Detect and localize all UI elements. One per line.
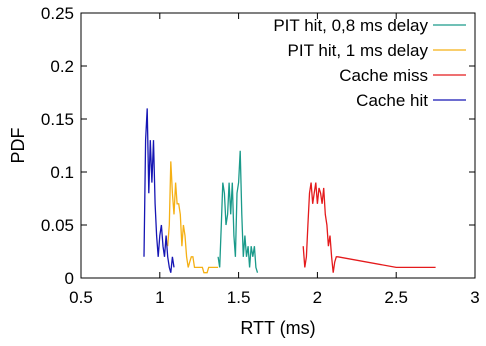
x-tick-label: 0.5 bbox=[69, 288, 93, 307]
series-line-2 bbox=[167, 161, 219, 274]
y-tick-label: 0 bbox=[65, 269, 74, 288]
plot-series-group bbox=[143, 108, 436, 274]
series-line-4 bbox=[143, 108, 175, 273]
legend-label: Cache hit bbox=[356, 91, 428, 110]
x-tick-label: 2 bbox=[313, 288, 322, 307]
y-tick-label: 0.2 bbox=[50, 57, 74, 76]
legend: PIT hit, 0,8 ms delay PIT hit, 1 ms delay… bbox=[273, 16, 466, 110]
x-tick-label: 3 bbox=[470, 288, 479, 307]
x-axis-title: RTT (ms) bbox=[240, 318, 315, 338]
legend-label: PIT hit, 0,8 ms delay bbox=[273, 16, 428, 35]
legend-label: Cache miss bbox=[339, 66, 428, 85]
y-tick-label: 0.25 bbox=[41, 4, 74, 23]
x-tick-label: 2.5 bbox=[384, 288, 408, 307]
x-tick-label: 1 bbox=[155, 288, 164, 307]
y-tick-label: 0.1 bbox=[50, 163, 74, 182]
x-tick-label: 1.5 bbox=[227, 288, 251, 307]
legend-label: PIT hit, 1 ms delay bbox=[288, 41, 429, 60]
series-line-1 bbox=[217, 150, 259, 273]
series-line-3 bbox=[302, 182, 436, 273]
y-tick-label: 0.15 bbox=[41, 110, 74, 129]
y-tick-label: 0.05 bbox=[41, 216, 74, 235]
plot-frame bbox=[80, 12, 476, 279]
y-axis-title: PDF bbox=[8, 127, 28, 163]
axes-ticks-group: 0.5 1 1.5 2 2.5 3 0 0.05 0.1 0.15 0.2 0.25 bbox=[41, 4, 480, 307]
